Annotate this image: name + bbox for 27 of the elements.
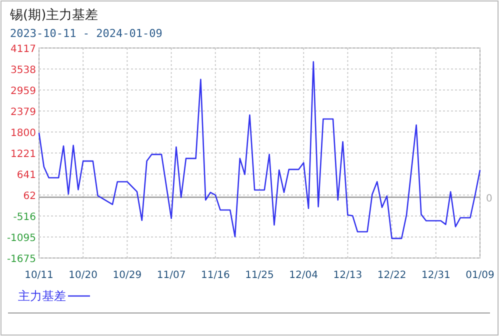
y-tick-label: 62 <box>23 191 36 202</box>
x-tick-label: 01/09 <box>466 270 494 281</box>
x-tick-label: 11/07 <box>156 270 186 281</box>
y-tick-label: -1095 <box>6 232 36 244</box>
x-tick-label: 10/11 <box>24 270 54 281</box>
x-tick-label: 10/29 <box>112 270 142 281</box>
x-tick-label: 12/13 <box>333 270 362 281</box>
line-series <box>38 61 481 240</box>
x-tick-label: 10/20 <box>68 270 98 281</box>
x-tick-label: 12/31 <box>421 270 450 281</box>
y-tick-label: -1675 <box>6 254 36 265</box>
y-tick-label: 2379 <box>10 107 36 118</box>
legend-label: 主力基差 <box>18 289 66 303</box>
y-tick-label: 3538 <box>10 64 36 76</box>
ref-line-label: 0 <box>486 193 492 204</box>
y-tick-label: 1221 <box>10 149 36 160</box>
y-tick-label: 1800 <box>10 128 36 140</box>
y-tick-label: 641 <box>16 170 36 182</box>
chart-title: 锡(期)主力基差 <box>9 7 98 23</box>
chart-subtitle: 2023-10-11 - 2024-01-09 <box>10 27 162 40</box>
x-tick-label: 11/16 <box>200 270 230 281</box>
y-tick-label: 2959 <box>10 86 36 97</box>
x-tick-label: 12/04 <box>289 270 318 281</box>
y-tick-label: 4117 <box>10 44 36 55</box>
x-tick-label: 11/25 <box>245 270 274 281</box>
x-tick-label: 12/22 <box>377 270 406 281</box>
y-tick-label: -516 <box>13 212 36 223</box>
